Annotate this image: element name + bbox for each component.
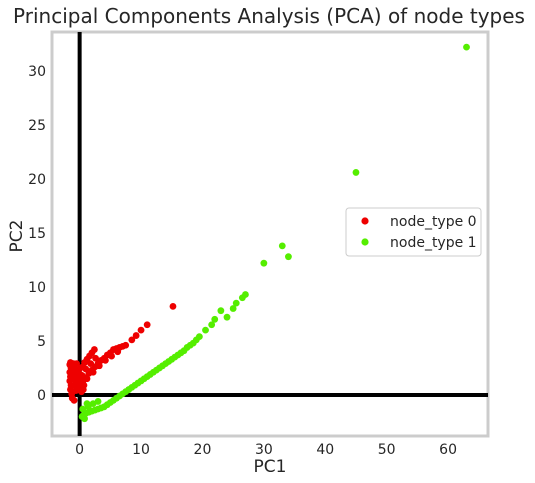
y-tick-label: 25 — [28, 118, 46, 134]
data-point-node-type-1 — [83, 400, 91, 407]
legend-marker-node-type-1 — [361, 238, 369, 246]
data-point-node-type-1 — [211, 315, 219, 323]
y-tick-label: 10 — [28, 280, 46, 296]
data-point-node-type-0 — [169, 302, 177, 310]
data-point-node-type-1 — [94, 398, 102, 405]
data-point-node-type-1 — [463, 43, 470, 51]
data-point-node-type-0 — [76, 371, 84, 378]
y-axis-label: PC2 — [7, 220, 27, 253]
legend-label-node-type-0: node_type 0 — [390, 214, 477, 230]
data-point-node-type-0 — [83, 375, 91, 383]
legend: node_type 0 node_type 1 — [345, 207, 482, 257]
data-point-node-type-0 — [102, 356, 109, 364]
data-point-node-type-1 — [260, 259, 268, 267]
data-point-node-type-1 — [78, 413, 86, 420]
data-point-node-type-1 — [79, 405, 87, 413]
data-point-node-type-0 — [95, 362, 103, 370]
data-point-node-type-0 — [143, 321, 151, 329]
series-node-type-0 — [66, 302, 177, 404]
data-point-node-type-1 — [229, 305, 237, 312]
data-point-node-type-1 — [217, 307, 225, 315]
data-point-node-type-0 — [137, 326, 145, 334]
x-tick-label: 60 — [439, 442, 457, 458]
legend-box — [345, 207, 482, 257]
data-point-node-type-1 — [352, 169, 360, 176]
y-tick-label: 0 — [37, 388, 46, 404]
x-axis-label: PC1 — [254, 457, 287, 477]
data-point-node-type-0 — [128, 336, 136, 344]
data-point-node-type-1 — [238, 294, 246, 302]
data-point-node-type-1 — [278, 242, 286, 250]
chart-title: Principal Components Analysis (PCA) of n… — [13, 4, 525, 28]
legend-label-node-type-1: node_type 1 — [390, 235, 477, 251]
y-tick-label: 5 — [37, 334, 46, 350]
data-point-node-type-0 — [76, 364, 84, 372]
y-axis-ticks: 0 5 10 15 20 25 30 — [28, 64, 46, 404]
data-point-node-type-1 — [202, 326, 209, 334]
y-tick-label: 30 — [28, 64, 46, 80]
data-point-node-type-0 — [76, 380, 84, 388]
y-tick-label: 15 — [28, 226, 46, 242]
series-node-type-1 — [78, 43, 470, 423]
legend-marker-node-type-0 — [361, 217, 369, 225]
x-tick-label: 0 — [75, 442, 84, 458]
data-point-node-type-1 — [208, 321, 216, 329]
data-point-node-type-0 — [70, 396, 78, 404]
data-point-node-type-0 — [132, 332, 140, 339]
x-tick-label: 50 — [378, 442, 396, 458]
x-tick-label: 20 — [194, 442, 212, 458]
data-point-node-type-1 — [285, 253, 292, 261]
data-points — [66, 43, 470, 423]
data-point-node-type-1 — [223, 313, 231, 321]
data-point-node-type-1 — [232, 299, 240, 307]
data-point-node-type-0 — [92, 354, 99, 362]
data-point-node-type-0 — [114, 348, 122, 356]
x-tick-label: 30 — [255, 442, 273, 458]
data-point-node-type-0 — [108, 352, 115, 360]
data-point-node-type-0 — [82, 365, 90, 373]
data-point-node-type-0 — [89, 368, 97, 376]
x-tick-label: 40 — [316, 442, 334, 458]
y-tick-label: 20 — [28, 172, 46, 188]
x-axis-ticks: 0 10 20 30 40 50 60 — [75, 442, 457, 458]
data-point-node-type-0 — [87, 360, 95, 368]
x-tick-label: 10 — [132, 442, 150, 458]
